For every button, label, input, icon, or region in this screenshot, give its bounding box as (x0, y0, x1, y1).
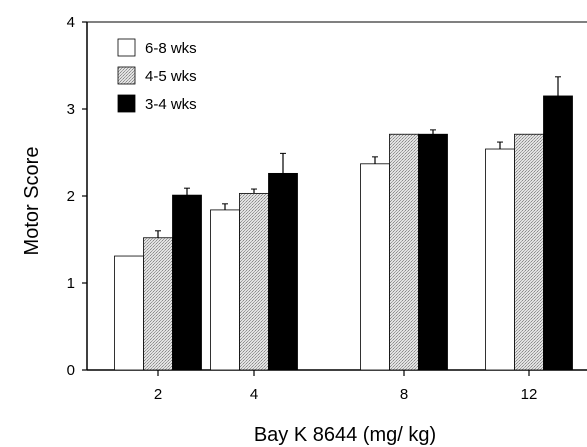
legend-label: 3-4 wks (145, 96, 197, 113)
bar-4-5-wks-8 (389, 133, 419, 371)
bar-3-4-wks-4 (268, 172, 298, 371)
bar-6-8-wks-12 (485, 148, 515, 371)
bar-6-8-wks-2 (114, 255, 144, 371)
legend-swatch (117, 66, 136, 85)
y-tick-label: 1 (67, 275, 75, 292)
bar-4-5-wks-2 (143, 237, 173, 371)
bar-3-4-wks-8 (418, 133, 448, 371)
legend-label: 6-8 wks (145, 40, 197, 57)
x-tick-label: 12 (521, 386, 538, 403)
legend-label: 4-5 wks (145, 68, 197, 85)
y-tick-label: 4 (67, 14, 75, 31)
y-tick-label: 0 (67, 362, 75, 379)
x-axis-title: Bay K 8644 (mg/ kg) (254, 424, 436, 446)
x-tick-label: 8 (400, 386, 408, 403)
y-tick-label: 3 (67, 101, 75, 118)
bar-4-5-wks-4 (239, 192, 269, 371)
x-tick-label: 4 (250, 386, 258, 403)
bar-6-8-wks-8 (360, 163, 390, 371)
legend-swatch (117, 38, 136, 57)
legend: 6-8 wks 4-5 wks 3-4 wks (117, 38, 197, 113)
x-tick-label: 2 (154, 386, 162, 403)
y-tick-label: 2 (67, 188, 75, 205)
bar-6-8-wks-4 (210, 209, 240, 371)
bar-4-5-wks-12 (514, 133, 544, 371)
y-axis-title: Motor Score (21, 147, 43, 256)
legend-swatch (117, 94, 136, 113)
bar-3-4-wks-12 (543, 95, 573, 371)
bar-3-4-wks-2 (172, 194, 202, 371)
bars (114, 76, 573, 371)
